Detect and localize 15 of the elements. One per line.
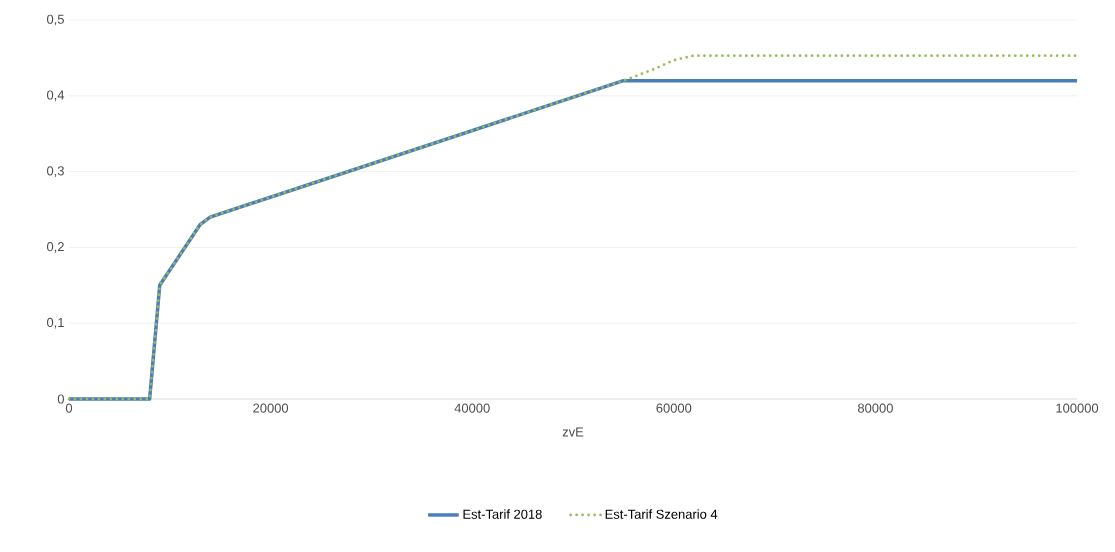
y-tick-label: 0,3	[46, 166, 64, 177]
x-tick-label: 100000	[1056, 403, 1099, 413]
y-tick-label: 0,2	[46, 242, 64, 253]
legend-label: Est-Tarif Szenario 4	[605, 509, 718, 519]
x-tick-label: 0	[65, 403, 73, 413]
x-tick-label: 60000	[656, 403, 692, 413]
y-tick-label: 0,1	[46, 317, 64, 329]
x-tick-label: 40000	[454, 403, 490, 413]
x-axis-title: zvE	[562, 427, 584, 437]
y-tick-label: 0	[57, 394, 64, 404]
y-tick-label: 0,4	[46, 90, 65, 102]
y-tick-label: 0,5	[46, 14, 64, 26]
x-tick-label: 80000	[857, 403, 893, 413]
legend-label: Est-Tarif 2018	[463, 509, 542, 519]
x-tick-label: 20000	[253, 403, 289, 413]
